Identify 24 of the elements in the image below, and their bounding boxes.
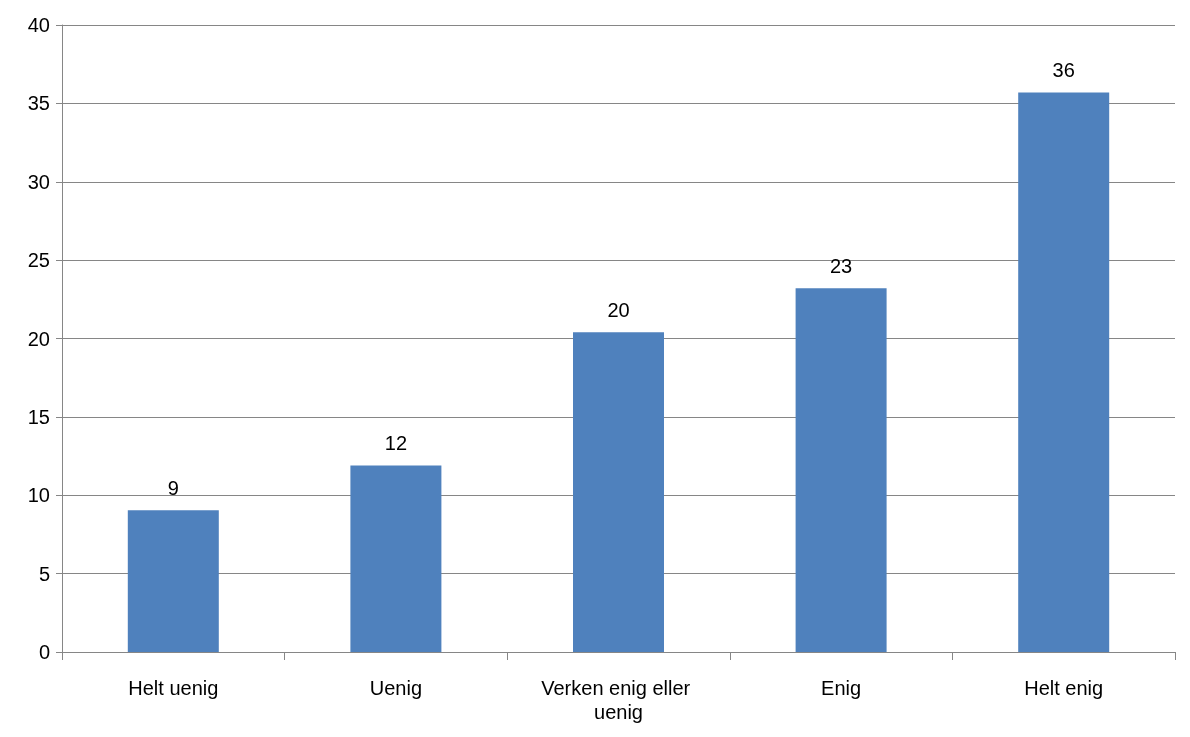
data-label: 12 <box>384 432 408 455</box>
y-tick-label: 30 <box>27 170 50 193</box>
x-tick-label: Uenig <box>369 677 423 699</box>
y-tick-label: 10 <box>27 484 50 507</box>
data-label: 36 <box>1052 59 1075 82</box>
x-tick-label: Helt uenig <box>128 677 219 699</box>
bar <box>795 288 887 652</box>
x-tick-label: Enig <box>821 677 862 699</box>
y-tick-label: 0 <box>38 641 50 663</box>
x-tick-label: Verken enig eller uenig <box>541 677 696 723</box>
y-tick-label: 15 <box>27 405 50 428</box>
y-tick-label: 20 <box>27 327 50 350</box>
bar <box>1018 92 1110 652</box>
y-tick-label: 25 <box>27 249 50 272</box>
data-label: 23 <box>829 255 853 278</box>
x-tick-label: Helt enig <box>1024 677 1104 699</box>
bar <box>573 332 664 652</box>
y-tick-label: 40 <box>27 14 50 36</box>
y-tick-label: 35 <box>27 92 50 115</box>
y-tick-label: 5 <box>38 562 50 585</box>
data-label: 20 <box>607 299 630 322</box>
bar <box>127 510 219 652</box>
data-label: 9 <box>167 477 179 500</box>
bar <box>350 465 442 652</box>
